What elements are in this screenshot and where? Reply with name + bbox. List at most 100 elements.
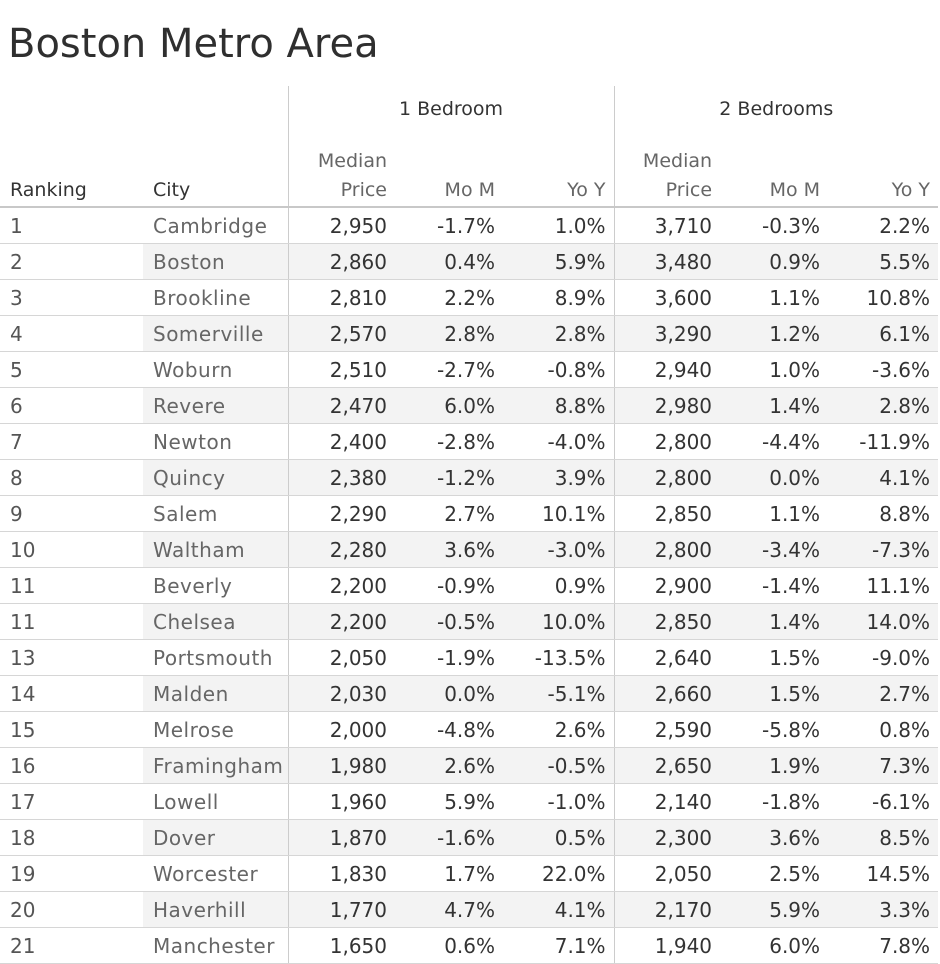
header-price-1br: Price [287, 174, 395, 208]
subheader-spacer [720, 132, 828, 174]
page-title: Boston Metro Area [8, 21, 379, 67]
cell-rank: 7 [0, 423, 143, 460]
table-row: 18 Dover 1,870 -1.6% 0.5% 2,300 3.6% 8.5% [0, 819, 939, 856]
table-row: 20 Haverhill 1,770 4.7% 4.1% 2,170 5.9% 3.3% [0, 891, 939, 928]
cell-yoy-1br: 1.0% [503, 207, 615, 244]
cell-price-1br: 2,380 [287, 459, 395, 496]
cell-price-2br: 1,940 [613, 927, 721, 964]
table-row: 16 Framingham 1,980 2.6% -0.5% 2,650 1.9% 7.3% [0, 747, 939, 784]
cell-mom-2br: -3.4% [720, 531, 829, 568]
cell-price-2br: 2,140 [613, 783, 721, 820]
cell-yoy-1br: -3.0% [503, 531, 615, 568]
cell-rank: 21 [0, 927, 143, 964]
column-subheader-row: Median Median [0, 132, 938, 174]
cell-price-1br: 2,290 [287, 495, 395, 532]
cell-yoy-2br: -6.1% [828, 783, 939, 820]
cell-yoy-2br: 3.3% [828, 891, 939, 928]
cell-price-1br: 2,950 [287, 207, 395, 244]
cell-price-1br: 2,400 [287, 423, 395, 460]
cell-rank: 10 [0, 531, 143, 568]
subheader-spacer [143, 132, 288, 174]
cell-mom-2br: 1.1% [720, 495, 829, 532]
cell-city: Malden [143, 675, 288, 712]
cell-mom-2br: 1.5% [720, 639, 829, 676]
table-row: 5 Woburn 2,510 -2.7% -0.8% 2,940 1.0% -3.6% [0, 351, 939, 388]
cell-yoy-1br: 3.9% [503, 459, 615, 496]
cell-rank: 17 [0, 783, 143, 820]
table-row: 2 Boston 2,860 0.4% 5.9% 3,480 0.9% 5.5% [0, 243, 939, 280]
header-yoy-2br: Yo Y [828, 174, 939, 208]
table-row: 15 Melrose 2,000 -4.8% 2.6% 2,590 -5.8% 0.8% [0, 711, 939, 748]
cell-rank: 1 [0, 207, 143, 244]
cell-price-2br: 2,640 [613, 639, 721, 676]
cell-price-1br: 2,030 [287, 675, 395, 712]
cell-yoy-2br: 8.8% [828, 495, 939, 532]
cell-mom-2br: 1.4% [720, 603, 829, 640]
cell-city: Worcester [143, 855, 288, 892]
cell-city: Cambridge [143, 207, 288, 244]
cell-price-2br: 2,170 [613, 891, 721, 928]
cell-rank: 6 [0, 387, 143, 424]
cell-price-1br: 2,570 [287, 315, 395, 352]
cell-city: Portsmouth [143, 639, 288, 676]
cell-city: Newton [143, 423, 288, 460]
cell-yoy-2br: -11.9% [828, 423, 939, 460]
cell-yoy-1br: 10.0% [503, 603, 615, 640]
subheader-spacer [395, 132, 503, 174]
cell-city: Beverly [143, 567, 288, 604]
table-row: 14 Malden 2,030 0.0% -5.1% 2,660 1.5% 2.7% [0, 675, 939, 712]
cell-yoy-1br: 2.6% [503, 711, 615, 748]
cell-price-2br: 2,800 [613, 531, 721, 568]
cell-rank: 19 [0, 855, 143, 892]
cell-mom-1br: 2.2% [395, 279, 503, 316]
subheader-spacer [503, 132, 614, 174]
cell-price-1br: 2,510 [287, 351, 395, 388]
table-row: 3 Brookline 2,810 2.2% 8.9% 3,600 1.1% 10.8% [0, 279, 939, 316]
cell-yoy-2br: 11.1% [828, 567, 939, 604]
cell-price-1br: 2,860 [287, 243, 395, 280]
cell-mom-2br: -1.4% [720, 567, 829, 604]
cell-price-1br: 1,830 [287, 855, 395, 892]
cell-mom-2br: 1.4% [720, 387, 829, 424]
table-row: 19 Worcester 1,830 1.7% 22.0% 2,050 2.5% 14.5% [0, 855, 939, 892]
rent-table: 1 Bedroom 2 Bedrooms Median Median Ranki… [0, 86, 939, 964]
cell-mom-1br: -0.9% [395, 567, 503, 604]
cell-yoy-1br: 2.8% [503, 315, 615, 352]
cell-city: Framingham [143, 747, 288, 784]
cell-rank: 11 [0, 603, 143, 640]
table-row: 11 Beverly 2,200 -0.9% 0.9% 2,900 -1.4% 11.1% [0, 567, 939, 604]
cell-price-1br: 2,200 [287, 603, 395, 640]
cell-price-2br: 2,650 [613, 747, 721, 784]
column-header-row: Ranking City Price Mo M Yo Y Price Mo M … [0, 174, 939, 208]
cell-mom-2br: -4.4% [720, 423, 829, 460]
cell-mom-1br: -4.8% [395, 711, 503, 748]
cell-yoy-1br: 10.1% [503, 495, 615, 532]
table-row: 8 Quincy 2,380 -1.2% 3.9% 2,800 0.0% 4.1% [0, 459, 939, 496]
cell-mom-2br: 1.5% [720, 675, 829, 712]
cell-yoy-1br: 22.0% [503, 855, 615, 892]
cell-mom-2br: 2.5% [720, 855, 829, 892]
cell-yoy-1br: 5.9% [503, 243, 615, 280]
cell-yoy-2br: 2.2% [828, 207, 939, 244]
cell-price-2br: 3,290 [613, 315, 721, 352]
median-label-1br: Median [287, 132, 395, 174]
cell-price-2br: 2,050 [613, 855, 721, 892]
cell-price-1br: 2,280 [287, 531, 395, 568]
cell-yoy-1br: -0.5% [503, 747, 615, 784]
table-row: 13 Portsmouth 2,050 -1.9% -13.5% 2,640 1.5% -9.… [0, 639, 939, 676]
cell-price-2br: 3,710 [613, 207, 721, 244]
cell-city: Quincy [143, 459, 288, 496]
header-mom-1br: Mo M [395, 174, 503, 208]
cell-price-2br: 3,600 [613, 279, 721, 316]
cell-city: Dover [143, 819, 288, 856]
cell-rank: 8 [0, 459, 143, 496]
cell-yoy-2br: 8.5% [828, 819, 939, 856]
table-row: 1 Cambridge 2,950 -1.7% 1.0% 3,710 -0.3% 2.2% [0, 207, 939, 244]
header-price-2br: Price [613, 174, 721, 208]
table-row: 17 Lowell 1,960 5.9% -1.0% 2,140 -1.8% -6.1% [0, 783, 939, 820]
cell-city: Melrose [143, 711, 288, 748]
cell-yoy-2br: 14.5% [828, 855, 939, 892]
cell-city: Haverhill [143, 891, 288, 928]
cell-city: Boston [143, 243, 288, 280]
cell-rank: 15 [0, 711, 143, 748]
